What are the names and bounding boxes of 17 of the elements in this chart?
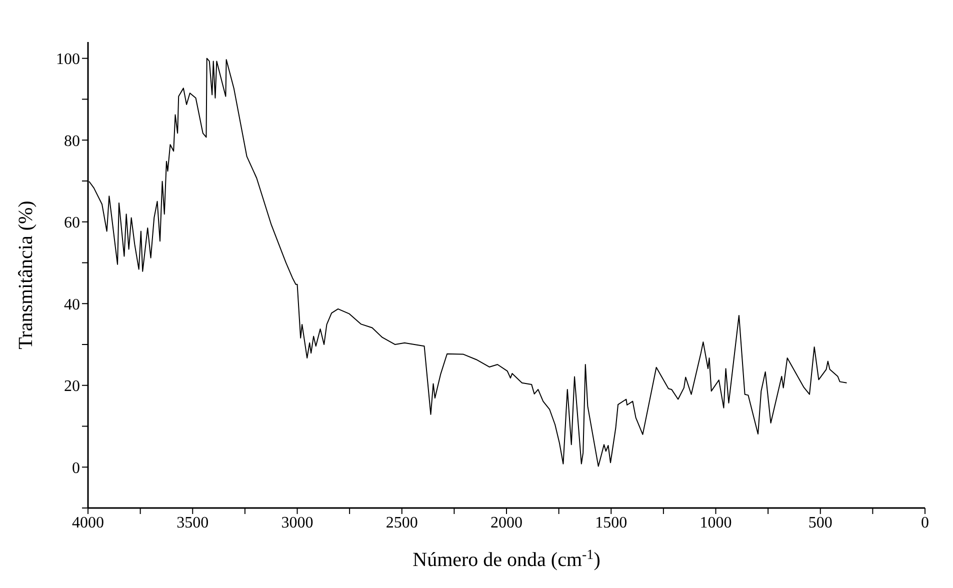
- x-tick-label: 2000: [490, 514, 522, 532]
- y-tick-label: 40: [64, 296, 80, 314]
- x-tick-label: 2500: [386, 514, 418, 532]
- x-tick-label: 1500: [595, 514, 628, 532]
- y-axis-title: Transmitância (%): [15, 200, 37, 350]
- x-tick-label: 3000: [281, 514, 314, 532]
- y-tick-label: 60: [64, 214, 80, 232]
- y-tick-label: 20: [64, 378, 80, 396]
- x-axis-title: Número de onda (cm$^{-1}$): [412, 548, 600, 571]
- x-tick-label: 3500: [176, 514, 209, 532]
- y-tick-label: 0: [72, 460, 80, 477]
- x-tick-label: 500: [808, 514, 832, 532]
- y-tick-label: 80: [64, 132, 80, 150]
- x-tick-label: 1000: [700, 514, 732, 532]
- x-tick-label: 0: [921, 514, 929, 532]
- y-tick-label: 100: [56, 51, 80, 68]
- x-tick-label: 4000: [72, 514, 104, 532]
